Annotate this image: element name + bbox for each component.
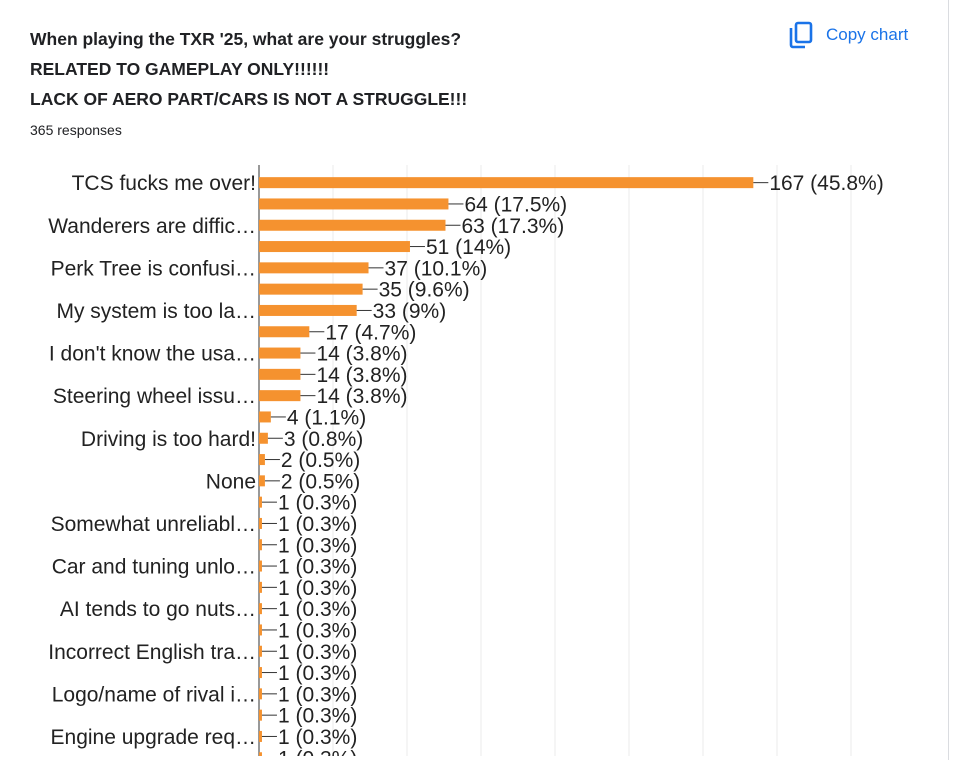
data-label: 1 (0.3%): [278, 577, 357, 600]
category-label: AI tends to go nuts…: [60, 598, 256, 621]
category-label: Perk Tree is confusi…: [51, 257, 256, 280]
data-label: 1 (0.3%): [278, 513, 357, 536]
data-label: 35 (9.6%): [379, 279, 470, 302]
category-label: My system is too la…: [56, 300, 256, 323]
bar: [259, 581, 262, 593]
bar: [259, 283, 363, 295]
data-label: 14 (3.8%): [316, 364, 407, 387]
question-title: When playing the TXR '25, what are your …: [30, 24, 750, 114]
category-label: TCS fucks me over!: [72, 172, 256, 195]
bar: [259, 219, 446, 231]
data-label: 1 (0.3%): [278, 747, 357, 756]
bar: [259, 517, 262, 529]
data-label: 167 (45.8%): [769, 172, 883, 195]
data-label: 64 (17.5%): [464, 193, 567, 216]
category-label: Driving is too hard!: [81, 428, 256, 451]
data-label: 4 (1.1%): [287, 406, 366, 429]
bar: [259, 624, 262, 636]
title-line: LACK OF AERO PART/CARS IS NOT A STRUGGLE…: [30, 89, 468, 109]
data-label: 1 (0.3%): [278, 492, 357, 515]
bar: [259, 262, 369, 274]
data-label: 1 (0.3%): [278, 556, 357, 579]
data-label: 1 (0.3%): [278, 705, 357, 728]
category-label: Engine upgrade req…: [51, 726, 256, 749]
data-label: 1 (0.3%): [278, 598, 357, 621]
bar: [259, 603, 262, 615]
data-label: 1 (0.3%): [278, 534, 357, 557]
category-label: Logo/name of rival i…: [52, 683, 256, 706]
category-label: Incorrect English tra…: [48, 641, 256, 664]
category-label: None: [206, 470, 256, 493]
bar: [259, 475, 265, 487]
data-label: 63 (17.3%): [461, 215, 564, 238]
category-label: I don't know the usa…: [49, 343, 256, 366]
bar: [259, 454, 265, 466]
bar: [259, 347, 301, 359]
response-count: 365 responses: [30, 122, 122, 138]
data-label: 1 (0.3%): [278, 662, 357, 685]
data-label: 2 (0.5%): [281, 470, 360, 493]
title-line: When playing the TXR '25, what are your …: [30, 29, 462, 49]
data-label: 2 (0.5%): [281, 449, 360, 472]
data-label: 1 (0.3%): [278, 619, 357, 642]
bar: [259, 326, 310, 338]
data-label: 17 (4.7%): [325, 321, 416, 344]
bar: [259, 560, 262, 572]
data-label: 1 (0.3%): [278, 641, 357, 664]
bar: [259, 241, 410, 253]
data-label: 1 (0.3%): [278, 683, 357, 706]
bar: [259, 411, 271, 423]
copy-chart-button[interactable]: Copy chart: [788, 18, 936, 52]
bar: [259, 667, 262, 679]
category-label: Steering wheel issu…: [53, 385, 256, 408]
bar: [259, 177, 754, 189]
data-label: 37 (10.1%): [385, 257, 488, 280]
title-line: RELATED TO GAMEPLAY ONLY!!!!!!: [30, 59, 330, 79]
data-label: 14 (3.8%): [316, 343, 407, 366]
bar: [259, 304, 357, 316]
bar: [259, 709, 262, 721]
bar: [259, 730, 262, 742]
data-label: 14 (3.8%): [316, 385, 407, 408]
data-label: 51 (14%): [426, 236, 511, 259]
bar: [259, 539, 262, 551]
category-label: Somewhat unreliabl…: [51, 513, 256, 536]
bar: [259, 198, 449, 210]
category-label: Wanderers are diffic…: [48, 215, 256, 238]
category-label: Car and tuning unlo…: [52, 556, 256, 579]
bar: [259, 432, 268, 444]
copy-icon: [789, 21, 813, 49]
data-label: 1 (0.3%): [278, 726, 357, 749]
copy-chart-label: Copy chart: [826, 25, 909, 44]
bar: [259, 390, 301, 402]
bar: [259, 645, 262, 657]
data-label: 3 (0.8%): [284, 428, 363, 451]
data-label: 33 (9%): [373, 300, 447, 323]
bar: [259, 496, 262, 508]
bar: [259, 688, 262, 700]
bar: [259, 368, 301, 380]
bar: [259, 752, 262, 756]
